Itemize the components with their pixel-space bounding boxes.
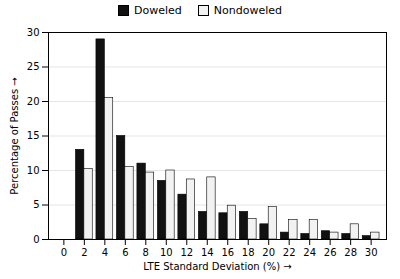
svg-text:15: 15 (27, 130, 40, 141)
svg-text:22: 22 (283, 247, 296, 258)
svg-text:25: 25 (27, 61, 40, 72)
svg-text:10: 10 (27, 165, 40, 176)
svg-text:14: 14 (201, 247, 214, 258)
svg-text:Percentage of Passes →: Percentage of Passes → (9, 77, 20, 194)
svg-text:0: 0 (33, 234, 39, 245)
html-text:Doweled: Doweled (134, 3, 182, 17)
svg-text:24: 24 (303, 247, 316, 258)
svg-text:2: 2 (81, 247, 87, 258)
svg-text:26: 26 (324, 247, 337, 258)
svg-text:20: 20 (262, 247, 275, 258)
svg-text:28: 28 (344, 247, 357, 258)
svg-text:12: 12 (180, 247, 193, 258)
svg-text:20: 20 (27, 96, 40, 107)
svg-text:4: 4 (102, 247, 108, 258)
svg-text:10: 10 (160, 247, 173, 258)
svg-text:18: 18 (242, 247, 255, 258)
svg-text:0: 0 (61, 247, 67, 258)
html-text:Nondoweled: Nondoweled (213, 3, 282, 17)
svg-text:8: 8 (143, 247, 149, 258)
svg-text:LTE Standard Deviation (%) →: LTE Standard Deviation (%) → (143, 261, 291, 272)
svg-text:6: 6 (122, 247, 128, 258)
svg-text:30: 30 (365, 247, 378, 258)
svg-text:30: 30 (27, 27, 40, 38)
svg-text:16: 16 (221, 247, 234, 258)
svg-text:5: 5 (33, 199, 39, 210)
